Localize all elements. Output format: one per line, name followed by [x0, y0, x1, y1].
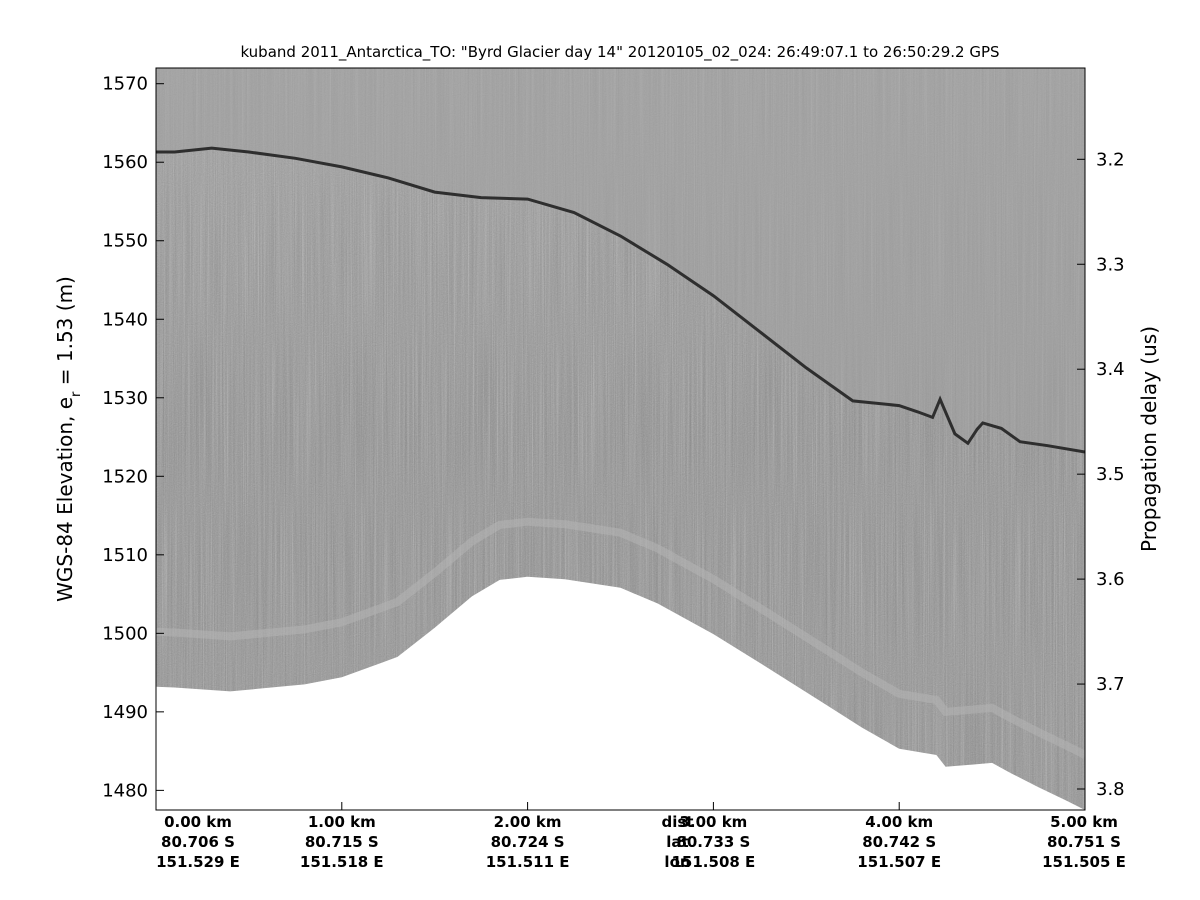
right-tick-label: 3.6: [1096, 569, 1125, 590]
left-tick-label: 1480: [102, 780, 148, 801]
x-tick-distance: 5.00 km: [1050, 813, 1118, 831]
no-data-region: [156, 576, 1085, 810]
x-tick-longitude: 151.505 E: [1042, 853, 1126, 871]
right-tick-label: 3.3: [1096, 254, 1125, 275]
x-tick-distance: 0.00 km: [164, 813, 232, 831]
x-tick-latitude: 80.706 S: [161, 833, 235, 851]
left-tick-label: 1560: [102, 152, 148, 173]
x-row-label-lon: lon: [664, 853, 690, 871]
x-tick-longitude: 151.508 E: [672, 853, 756, 871]
left-tick-label: 1530: [102, 388, 148, 409]
right-tick-label: 3.8: [1096, 779, 1125, 800]
x-tick-longitude: 151.507 E: [857, 853, 941, 871]
x-tick-longitude: 151.529 E: [156, 853, 240, 871]
right-tick-label: 3.4: [1096, 359, 1125, 380]
plot-frame: [155, 67, 1086, 811]
x-tick-latitude: 80.733 S: [676, 833, 750, 851]
x-tick-longitude: 151.511 E: [486, 853, 570, 871]
left-tick-label: 1500: [102, 623, 148, 644]
right-y-axis: 3.2 3.3 3.4 3.5 3.6 3.7 3.8: [1077, 149, 1125, 800]
right-y-axis-label: Propagation delay (us): [1137, 326, 1161, 552]
ylabel-left-tail: = 1.53 (m): [53, 276, 77, 391]
x-tick-latitude: 80.724 S: [491, 833, 565, 851]
x-tick-longitude: 151.518 E: [300, 853, 384, 871]
left-tick-label: 1550: [102, 231, 148, 252]
ylabel-left-main: WGS-84 Elevation, e: [53, 397, 77, 602]
left-tick-label: 1510: [102, 545, 148, 566]
left-tick-label: 1570: [102, 74, 148, 95]
left-y-axis-label: WGS-84 Elevation, er = 1.53 (m): [53, 276, 84, 602]
x-row-label-dist: dist: [662, 813, 694, 831]
right-tick-label: 3.7: [1096, 674, 1125, 695]
x-tick-distance: 1.00 km: [308, 813, 376, 831]
right-tick-label: 3.5: [1096, 464, 1125, 485]
x-tick-distance: 4.00 km: [865, 813, 933, 831]
left-y-axis: 1570 1560 1550 1540 1530 1520 1510 1500 1490 1480: [102, 74, 164, 801]
x-tick-latitude: 80.742 S: [862, 833, 936, 851]
subsurface-bright-band: [156, 517, 1085, 759]
x-row-label-lat: lat: [666, 833, 688, 851]
ylabel-left-sub: r: [69, 391, 84, 397]
left-tick-label: 1520: [102, 466, 148, 487]
x-tick-latitude: 80.751 S: [1047, 833, 1121, 851]
left-tick-label: 1490: [102, 702, 148, 723]
left-tick-label: 1540: [102, 309, 148, 330]
chart-title: kuband 2011_Antarctica_TO: "Byrd Glacier…: [240, 43, 999, 62]
x-tick-distance: 3.00 km: [679, 813, 747, 831]
right-tick-label: 3.2: [1096, 149, 1125, 170]
above-surface-region: [156, 68, 1085, 452]
plot-area: [156, 68, 1085, 810]
surface-reflection-line: [156, 146, 1085, 454]
x-tick-distance: 2.00 km: [494, 813, 562, 831]
x-tick-latitude: 80.715 S: [305, 833, 379, 851]
x-axis: 0.00 km 80.706 S 151.529 E 1.00 km 80.715 S 1…: [155, 802, 1126, 871]
